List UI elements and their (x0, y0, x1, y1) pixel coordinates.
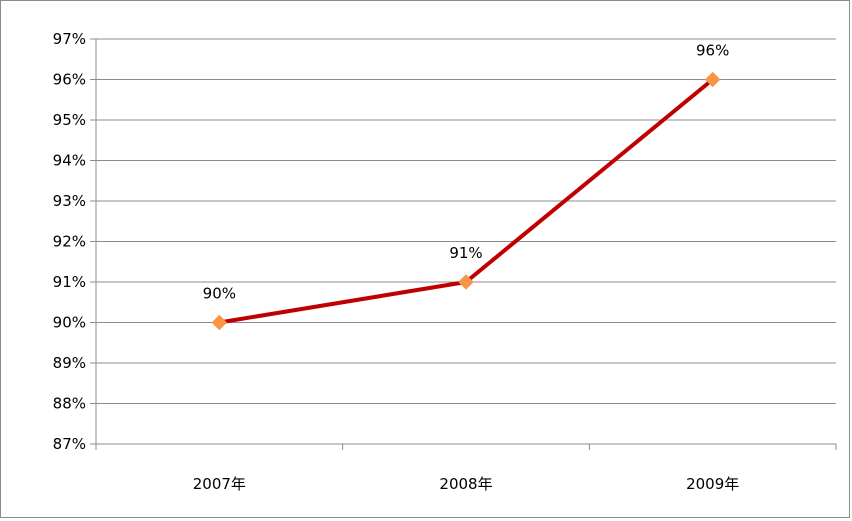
data-point-marker (704, 71, 721, 88)
y-tick-label: 97% (53, 30, 86, 48)
data-label: 90% (203, 285, 236, 303)
x-tick-label: 2008年 (439, 475, 492, 493)
y-tick-label: 88% (53, 395, 86, 413)
x-tick-labels: 2007年 2008年 2009年 (193, 475, 740, 493)
y-tick-labels: 87% 88% 89% 90% 91% 92% 93% 94% 95% 96% 97% (53, 30, 86, 453)
data-label: 96% (696, 42, 729, 60)
data-label: 91% (449, 244, 482, 262)
axes (90, 38, 837, 450)
y-tick-label: 89% (53, 354, 86, 372)
y-tick-label: 92% (53, 233, 86, 251)
y-tick-label: 91% (53, 273, 86, 291)
data-labels: 90% 91% 96% (203, 42, 730, 303)
y-tick-label: 96% (53, 71, 86, 89)
x-tick-label: 2007年 (193, 475, 246, 493)
y-tick-label: 90% (53, 314, 86, 332)
gridlines (96, 38, 836, 404)
series-group (211, 71, 721, 331)
y-tick-label: 87% (53, 435, 86, 453)
y-tick-label: 95% (53, 111, 86, 129)
data-point-marker (458, 274, 474, 290)
x-tick-label: 2009年 (686, 475, 739, 493)
y-tick-label: 93% (53, 192, 86, 210)
y-tick-label: 94% (53, 152, 86, 170)
data-point-marker (211, 314, 228, 331)
